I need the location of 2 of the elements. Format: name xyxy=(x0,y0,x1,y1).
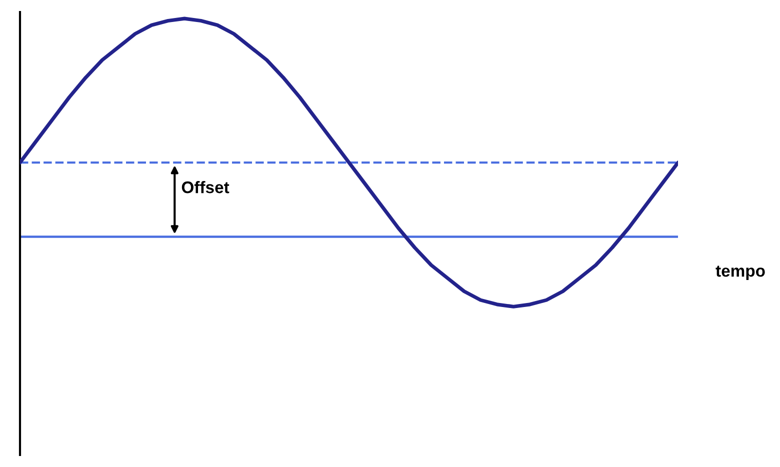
x-axis-title: tempo xyxy=(716,266,765,280)
annotation: Offset xyxy=(182,180,230,194)
